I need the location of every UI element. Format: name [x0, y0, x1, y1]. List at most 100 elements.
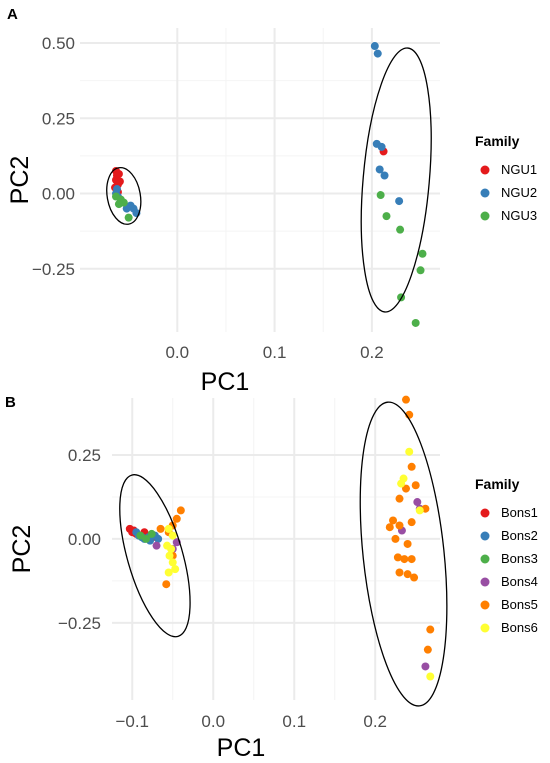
data-point-bons5 [176, 506, 185, 515]
x-tick-label: −0.1 [115, 712, 149, 731]
data-point-ngu2 [112, 185, 121, 194]
legend-swatch [480, 508, 490, 518]
data-point-bons6 [167, 545, 176, 553]
x-tick-label: 0.2 [363, 712, 387, 731]
data-point-bons5 [401, 484, 410, 493]
legend-label: NGU2 [501, 185, 537, 200]
x-tick-label: 0.1 [282, 712, 306, 731]
data-point-bons4 [152, 541, 161, 550]
data-point-ngu3 [114, 200, 123, 209]
data-point-ngu1 [115, 177, 124, 186]
y-tick-label: −0.25 [58, 614, 101, 633]
data-point-bons6 [165, 551, 174, 560]
y-tick-label: 0.25 [68, 446, 101, 465]
data-point-ngu2 [373, 49, 382, 58]
data-point-bons6 [405, 447, 414, 456]
data-point-bons5 [410, 573, 419, 582]
data-point-bons4 [413, 498, 422, 507]
legend-swatch [480, 165, 490, 175]
y-axis-title: PC2 [8, 525, 36, 574]
data-point-bons5 [407, 462, 416, 471]
data-point-bons5 [407, 518, 416, 527]
data-point-ngu2 [395, 197, 404, 206]
legend-label: NGU3 [501, 208, 537, 223]
data-point-bons6 [164, 568, 173, 577]
confidence-ellipse [359, 401, 448, 707]
data-point-ngu2 [377, 142, 386, 151]
data-point-ngu3 [418, 249, 427, 258]
y-tick-label: 0.25 [42, 109, 75, 128]
legend-swatch [480, 577, 490, 587]
data-point-bons2 [154, 534, 163, 543]
legend-label: Bons1 [501, 505, 538, 520]
data-point-bons5 [401, 395, 410, 404]
data-point-bons5 [162, 580, 171, 589]
x-tick-label: 0.1 [263, 343, 287, 362]
data-point-bons6 [168, 531, 177, 540]
data-point-bons3 [142, 534, 151, 543]
data-point-ngu3 [124, 213, 133, 222]
legend-swatch [480, 600, 490, 610]
data-point-bons5 [403, 539, 412, 548]
data-point-bons5 [172, 514, 181, 523]
y-tick-label: 0.50 [42, 34, 75, 53]
data-point-bons5 [403, 570, 412, 579]
data-point-bons5 [391, 534, 400, 543]
legend-label: NGU1 [501, 162, 537, 177]
y-axis-title: PC2 [6, 156, 34, 205]
data-point-bons5 [395, 568, 404, 577]
confidence-ellipse [360, 47, 432, 313]
data-point-bons6 [415, 506, 424, 515]
data-point-bons6 [171, 565, 180, 574]
legend-swatch [480, 623, 490, 633]
data-point-bons5 [400, 555, 409, 564]
legend-title: Family [475, 476, 520, 492]
panel-label: A [7, 6, 18, 23]
data-point-bons5 [393, 553, 402, 562]
legend-swatch [480, 188, 490, 198]
y-tick-label: −0.25 [32, 260, 75, 279]
legend-label: Bons2 [501, 528, 538, 543]
data-point-bons5 [385, 523, 394, 532]
x-tick-label: 0.2 [360, 343, 384, 362]
data-point-bons6 [164, 524, 173, 533]
legend-label: Bons4 [501, 574, 538, 589]
confidence-ellipse [119, 474, 191, 638]
legend-label: Bons3 [501, 551, 538, 566]
data-point-ngu2 [126, 201, 135, 210]
legend-swatch [480, 531, 490, 541]
data-point-bons5 [423, 645, 432, 654]
data-point-bons5 [407, 555, 416, 564]
data-point-bons5 [426, 625, 435, 634]
panel-label: B [5, 394, 16, 411]
data-point-ngu3 [396, 225, 405, 234]
data-point-bons4 [421, 662, 430, 671]
data-point-bons5 [395, 494, 404, 503]
data-point-bons5 [411, 481, 420, 490]
legend-title: Family [475, 133, 520, 149]
legend-label: Bons6 [501, 620, 538, 635]
data-point-bons5 [395, 521, 404, 530]
data-point-ngu3 [376, 191, 385, 200]
data-point-ngu3 [382, 212, 391, 221]
data-point-bons6 [397, 479, 406, 488]
data-point-ngu2 [370, 42, 379, 51]
legend-swatch [480, 554, 490, 564]
x-tick-label: 0.0 [201, 712, 225, 731]
y-tick-label: 0.00 [42, 185, 75, 204]
data-point-ngu1 [114, 169, 123, 178]
data-point-bons6 [168, 558, 177, 567]
data-point-ngu2 [380, 171, 389, 180]
confidence-ellipse [106, 166, 142, 225]
x-axis-title: PC1 [217, 734, 266, 762]
data-point-ngu3 [416, 266, 425, 275]
data-point-ngu2 [375, 165, 384, 174]
data-point-bons6 [426, 672, 435, 681]
data-point-bons3 [147, 529, 156, 538]
legend-label: Bons5 [501, 597, 538, 612]
data-point-ngu3 [411, 318, 420, 327]
x-tick-label: 0.0 [165, 343, 189, 362]
data-point-bons5 [156, 524, 165, 533]
x-axis-title: PC1 [201, 368, 250, 396]
